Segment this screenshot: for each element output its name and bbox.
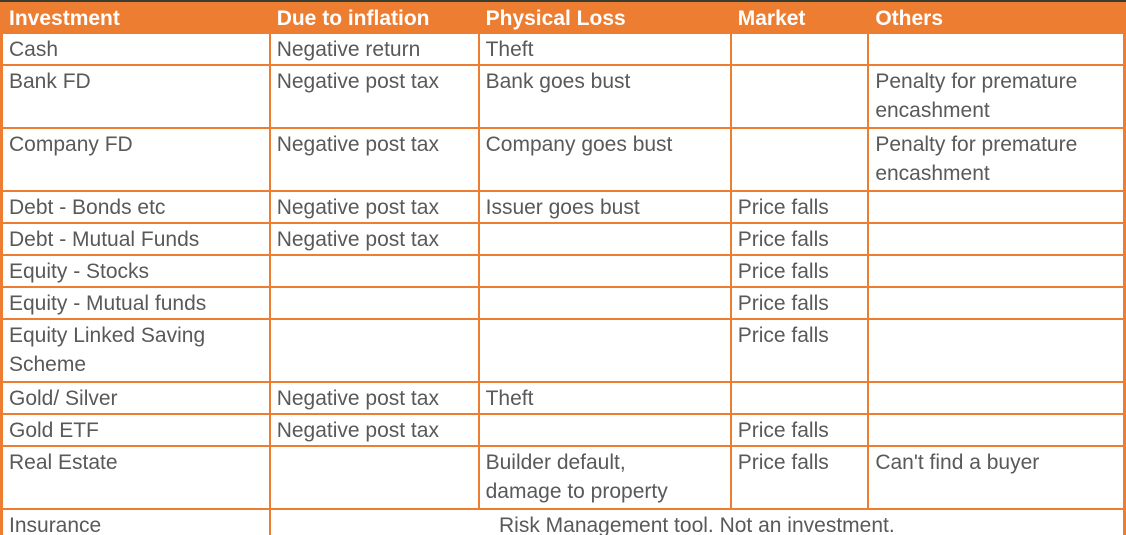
cell-market-risk: Price falls — [729, 253, 870, 288]
table-row-company-fd: Company FD Negative post tax Company goe… — [0, 126, 1126, 192]
table-row-real-estate: Real Estate Builder default, damage to p… — [0, 444, 1126, 510]
cell-inflation-risk — [268, 444, 480, 510]
cell-investment: Equity Linked Saving Scheme — [0, 317, 271, 383]
table-row-gold-silver: Gold/ Silver Negative post tax Theft — [0, 380, 1126, 415]
cell-investment: Equity - Mutual funds — [0, 285, 271, 320]
cell-investment: Debt - Mutual Funds — [0, 221, 271, 256]
cell-others — [867, 380, 1126, 415]
cell-physical-loss — [477, 221, 732, 256]
cell-physical-loss: Bank goes bust — [477, 63, 732, 129]
cell-physical-loss: Theft — [477, 31, 732, 66]
cell-investment: Gold ETF — [0, 412, 271, 447]
cell-investment: Debt - Bonds etc — [0, 189, 271, 224]
cell-physical-loss — [477, 285, 732, 320]
cell-investment: Insurance — [0, 507, 271, 535]
slide-edge-top — [0, 0, 1126, 2]
cell-market-risk: Price falls — [729, 412, 870, 447]
cell-physical-loss: Company goes bust — [477, 126, 732, 192]
cell-market-risk — [729, 63, 870, 129]
cell-inflation-risk: Negative post tax — [268, 126, 480, 192]
cell-market-risk — [729, 126, 870, 192]
cell-others — [867, 221, 1126, 256]
cell-physical-loss: Issuer goes bust — [477, 189, 732, 224]
cell-others: Penalty for premature encashment — [867, 63, 1126, 129]
table-row-elss: Equity Linked Saving Scheme Price falls — [0, 317, 1126, 383]
table-row-gold-etf: Gold ETF Negative post tax Price falls — [0, 412, 1126, 447]
cell-physical-loss — [477, 412, 732, 447]
header-row: Investment Due to inflation Physical Los… — [0, 2, 1126, 34]
cell-others — [867, 189, 1126, 224]
table-row-cash: Cash Negative return Theft — [0, 31, 1126, 66]
table-row-debt-bonds: Debt - Bonds etc Negative post tax Issue… — [0, 189, 1126, 224]
cell-market-risk: Price falls — [729, 189, 870, 224]
cell-market-risk — [729, 380, 870, 415]
table-row-equity-mutual-funds: Equity - Mutual funds Price falls — [0, 285, 1126, 320]
cell-inflation-risk: Negative post tax — [268, 412, 480, 447]
cell-insurance-note: Risk Management tool. Not an investment. — [268, 507, 1126, 535]
cell-market-risk: Price falls — [729, 221, 870, 256]
cell-market-risk: Price falls — [729, 444, 870, 510]
cell-others — [867, 317, 1126, 383]
cell-inflation-risk: Negative post tax — [268, 63, 480, 129]
cell-inflation-risk: Negative post tax — [268, 380, 480, 415]
cell-inflation-risk — [268, 253, 480, 288]
cell-others: Can't find a buyer — [867, 444, 1126, 510]
cell-inflation-risk: Negative post tax — [268, 221, 480, 256]
cell-investment: Gold/ Silver — [0, 380, 271, 415]
cell-others — [867, 285, 1126, 320]
cell-others — [867, 31, 1126, 66]
table-row-equity-stocks: Equity - Stocks Price falls — [0, 253, 1126, 288]
cell-inflation-risk — [268, 285, 480, 320]
column-header-physical-loss: Physical Loss — [477, 2, 732, 34]
cell-others: Penalty for premature encashment — [867, 126, 1126, 192]
cell-inflation-risk: Negative post tax — [268, 189, 480, 224]
cell-market-risk: Price falls — [729, 285, 870, 320]
table-row-bank-fd: Bank FD Negative post tax Bank goes bust… — [0, 63, 1126, 129]
cell-investment: Company FD — [0, 126, 271, 192]
cell-physical-loss: Builder default, damage to property — [477, 444, 732, 510]
cell-others — [867, 253, 1126, 288]
cell-investment: Cash — [0, 31, 271, 66]
table-row-insurance: Insurance Risk Management tool. Not an i… — [0, 507, 1126, 535]
column-header-market: Market — [729, 2, 870, 34]
cell-investment: Real Estate — [0, 444, 271, 510]
cell-physical-loss — [477, 253, 732, 288]
cell-market-risk: Price falls — [729, 317, 870, 383]
column-header-due-to-inflation: Due to inflation — [268, 2, 480, 34]
column-header-investment: Investment — [0, 2, 271, 34]
table-row-debt-mutual-funds: Debt - Mutual Funds Negative post tax Pr… — [0, 221, 1126, 256]
cell-investment: Equity - Stocks — [0, 253, 271, 288]
cell-investment: Bank FD — [0, 63, 271, 129]
cell-physical-loss — [477, 317, 732, 383]
cell-inflation-risk — [268, 317, 480, 383]
column-header-others: Others — [867, 2, 1126, 34]
cell-market-risk — [729, 31, 870, 66]
cell-physical-loss: Theft — [477, 380, 732, 415]
cell-others — [867, 412, 1126, 447]
cell-inflation-risk: Negative return — [268, 31, 480, 66]
